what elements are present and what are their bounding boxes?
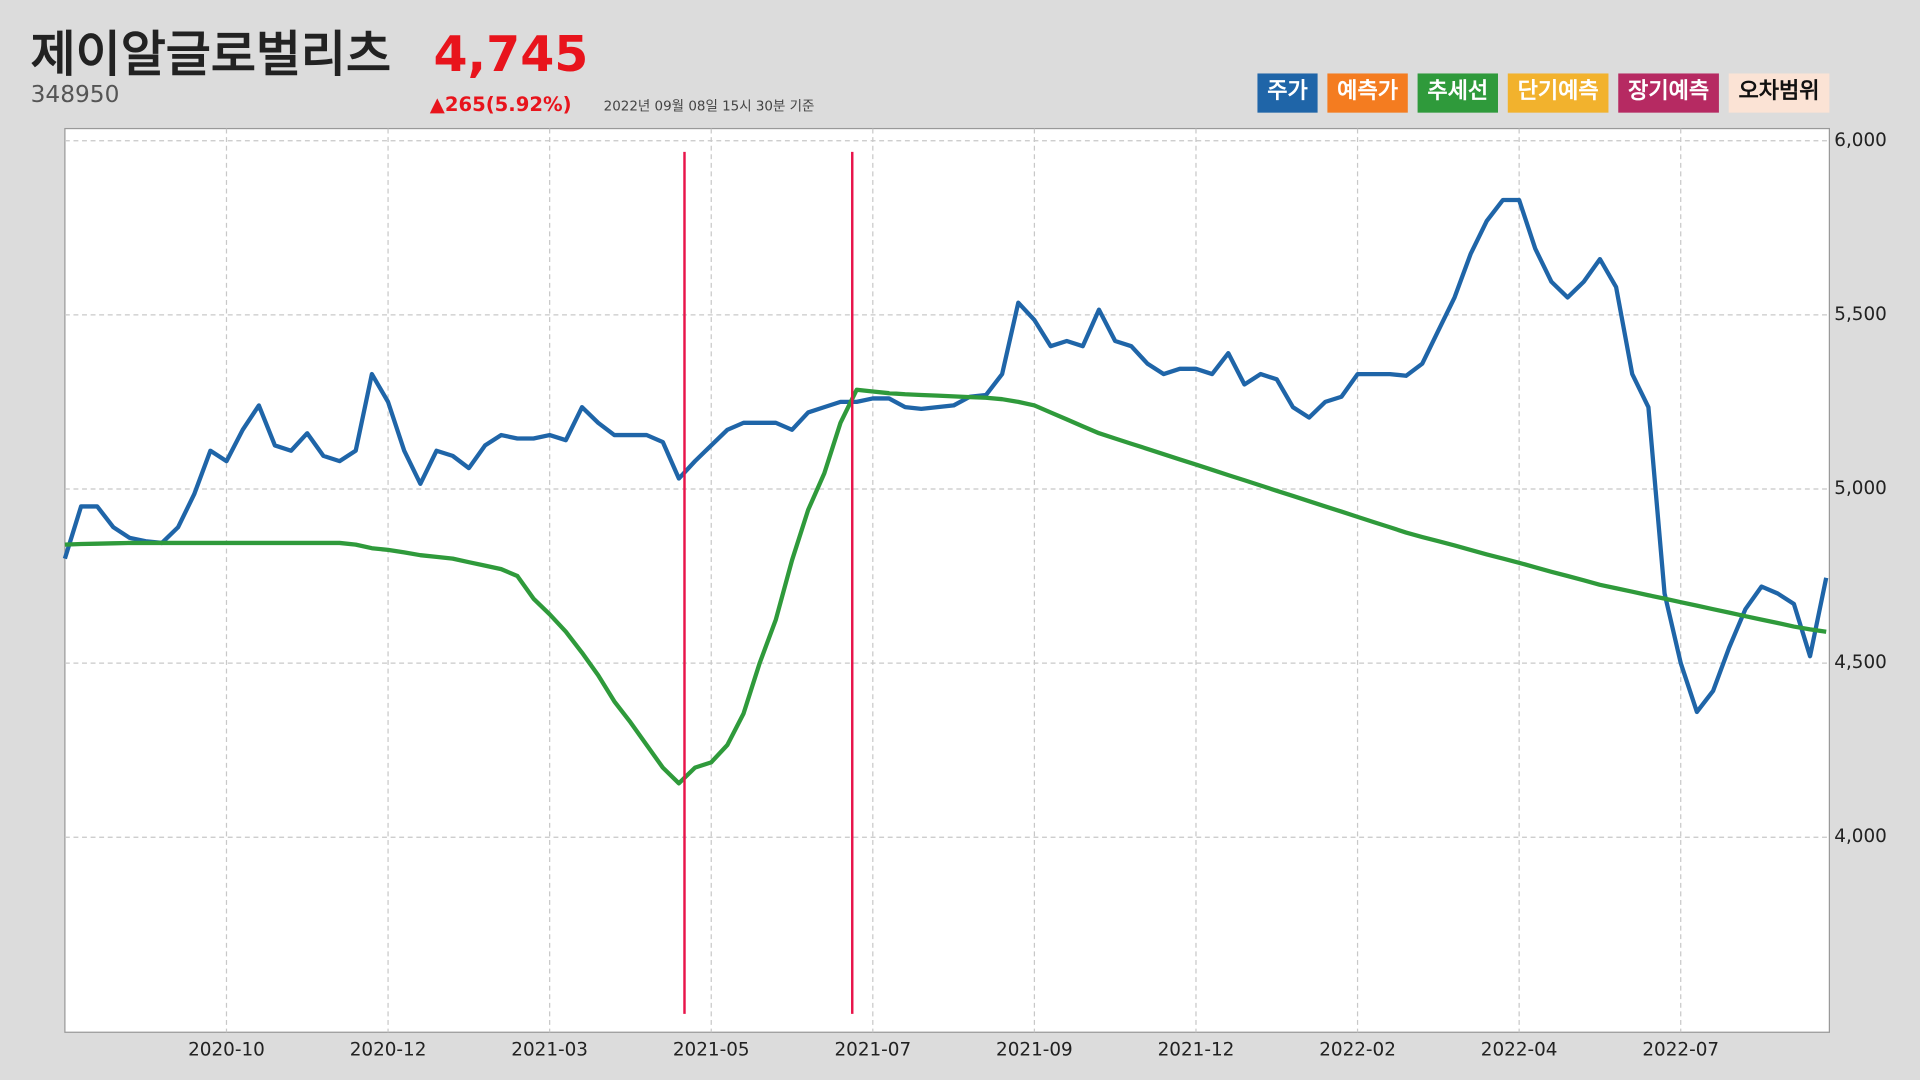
series-line xyxy=(64,387,1827,786)
price: 4,745 xyxy=(433,26,588,83)
lines xyxy=(62,197,1829,786)
legend-box xyxy=(1618,73,1719,113)
code: 348950 xyxy=(31,81,120,108)
x-tick-label: 2020-10 xyxy=(188,1040,265,1061)
legend-label: 장기예측 xyxy=(1628,79,1709,104)
legend-box xyxy=(1257,73,1318,113)
legend-box xyxy=(1728,73,1830,113)
y-tick-label: 4,000 xyxy=(1834,826,1887,847)
change: ▲265(5.92%) xyxy=(430,93,572,116)
plot-area xyxy=(64,127,1830,1033)
y-tick-label: 6,000 xyxy=(1834,130,1887,151)
legend-item[interactable]: 장기예측 xyxy=(1618,73,1719,113)
legend-item[interactable]: 주가 xyxy=(1257,73,1318,113)
legend-label: 주가 xyxy=(1267,79,1308,104)
legend-item[interactable]: 단기예측 xyxy=(1507,73,1609,113)
x-tick-label: 2021-03 xyxy=(511,1040,588,1061)
legend-item[interactable]: 추세선 xyxy=(1417,73,1498,113)
legend-label: 추세선 xyxy=(1427,79,1488,104)
y-tick-label: 4,500 xyxy=(1834,652,1887,673)
legend-box xyxy=(1327,73,1408,113)
series-line xyxy=(62,197,1829,715)
title: 제이알글로벌리츠 xyxy=(31,26,391,83)
legend-box xyxy=(1417,73,1498,113)
x-tick-label: 2021-09 xyxy=(996,1040,1073,1061)
legend-label: 단기예측 xyxy=(1518,79,1599,104)
legend-label: 오차범위 xyxy=(1739,79,1820,104)
legend-item[interactable]: 오차범위 xyxy=(1728,73,1830,113)
x-tick-label: 2021-12 xyxy=(1158,1040,1235,1061)
x-tick-label: 2022-02 xyxy=(1319,1040,1396,1061)
x-tick-label: 2021-05 xyxy=(673,1040,750,1061)
legend-label: 예측가 xyxy=(1337,79,1398,104)
x-tick-label: 2020-12 xyxy=(350,1040,427,1061)
legend-box xyxy=(1507,73,1609,113)
x-tick-label: 2022-07 xyxy=(1642,1040,1719,1061)
y-tick-label: 5,500 xyxy=(1834,304,1887,325)
x-tick-label: 2022-04 xyxy=(1481,1040,1558,1061)
legend-item[interactable]: 예측가 xyxy=(1327,73,1408,113)
legend: 오차범위 장기예측 단기예측 추세선 예측가 주가 xyxy=(1257,73,1830,113)
timestamp: 2022년 09월 08일 15시 30분 기준 xyxy=(604,99,815,115)
y-tick-label: 5,000 xyxy=(1834,478,1887,499)
x-tick-label: 2021-07 xyxy=(834,1040,911,1061)
